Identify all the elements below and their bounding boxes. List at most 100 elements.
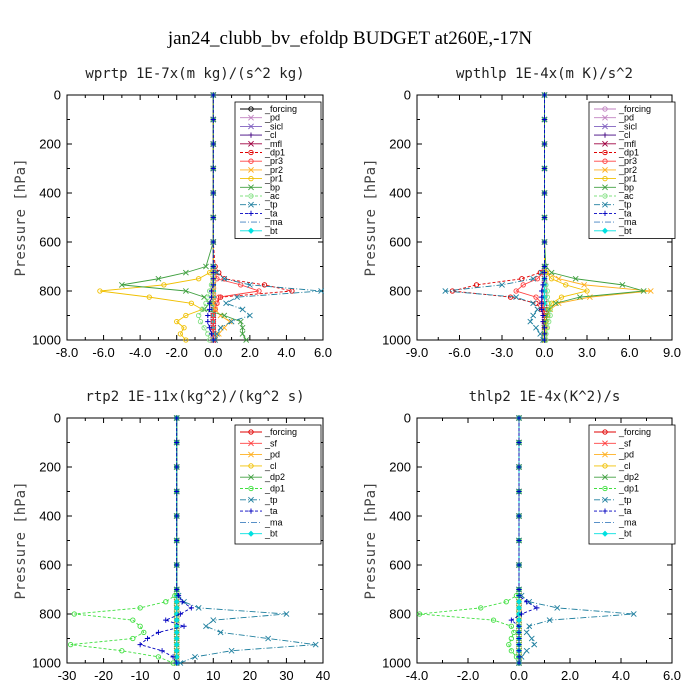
- data-point-mfl: [248, 140, 254, 147]
- legend-entry: _bp: [618, 182, 634, 192]
- data-point-ta: [516, 586, 522, 593]
- data-point-pr3: [534, 276, 541, 282]
- data-point-pr2: [647, 288, 654, 294]
- data-point-tp: [217, 324, 224, 331]
- data-point-ta: [155, 629, 162, 635]
- legend-entry: _pr2: [264, 165, 283, 175]
- legend-entry: _pd: [264, 113, 280, 123]
- data-point-dp1: [248, 149, 254, 156]
- data-point-ta: [516, 415, 522, 421]
- data-point-bp: [237, 318, 244, 325]
- y-tick-label: 200: [39, 137, 61, 152]
- data-point-tp: [530, 300, 537, 307]
- data-point-tp: [265, 635, 272, 642]
- data-point-pr3: [214, 300, 220, 306]
- data-point-tp: [530, 312, 537, 319]
- data-point-ta: [540, 319, 546, 325]
- data-point-ac: [546, 300, 552, 306]
- data-point-ta: [210, 270, 216, 276]
- x-tick-label: -6.0: [448, 345, 470, 360]
- data-point-dp1: [511, 629, 517, 636]
- data-point-tp: [523, 647, 530, 654]
- x-tick-label: 0: [173, 668, 180, 683]
- data-point-dp1: [416, 611, 423, 617]
- legend-entry: _pd: [618, 113, 634, 123]
- data-point-dp1: [130, 617, 136, 623]
- data-point-tp: [217, 629, 224, 636]
- x-tick-label: 6.0: [663, 668, 681, 683]
- data-point-forcing: [248, 106, 254, 112]
- data-point-dp1: [508, 648, 514, 654]
- x-tick-label: 4.0: [612, 668, 630, 683]
- data-point-pr1: [97, 288, 103, 294]
- data-point-ta: [174, 660, 180, 666]
- series-bp: [118, 92, 250, 343]
- data-point-ta: [516, 464, 522, 470]
- legend-entry: _cl: [618, 130, 631, 140]
- legend-entry: _dp1: [618, 148, 639, 158]
- series-ta: [539, 92, 548, 343]
- x-tick-label: 40: [316, 668, 330, 683]
- series-dp1: [416, 415, 522, 666]
- y-tick-label: 800: [389, 607, 411, 622]
- data-point-ta: [541, 190, 548, 196]
- legend-entry: _ta: [618, 208, 632, 218]
- legend-entry: _forcing: [264, 104, 297, 114]
- data-point-dp1: [119, 648, 125, 654]
- x-tick-label: -4.0: [129, 345, 151, 360]
- data-point-ta: [516, 635, 522, 642]
- data-point-pd: [602, 114, 608, 121]
- data-point-ta: [174, 488, 180, 495]
- legend-entry: _ma: [618, 517, 637, 527]
- legend-entry: _mfl: [264, 139, 282, 149]
- data-point-bt: [515, 617, 523, 624]
- x-tick-label: -8.0: [56, 345, 78, 360]
- data-point-ac: [197, 318, 204, 325]
- series-pr1: [97, 92, 216, 343]
- x-tick-label: -2.0: [457, 668, 479, 683]
- data-point-ta: [137, 642, 143, 648]
- data-point-dp1: [478, 605, 484, 611]
- legend-entry: _sicl: [618, 121, 637, 131]
- data-point-mfl: [602, 140, 608, 147]
- y-axis-label: Pressure [hPa]: [13, 481, 29, 599]
- data-point-tp: [531, 641, 538, 648]
- y-tick-label: 800: [39, 607, 61, 622]
- data-point-pr1: [558, 294, 565, 300]
- series-line: [121, 95, 247, 341]
- data-point-tp: [203, 623, 209, 630]
- data-point-ac: [547, 306, 553, 313]
- data-point-pr3: [248, 158, 254, 164]
- data-point-dp1: [508, 635, 514, 642]
- data-point-ta: [210, 276, 216, 282]
- data-point-pr1: [584, 288, 590, 294]
- data-point-pr3: [602, 158, 608, 164]
- data-point-pr1: [196, 276, 202, 282]
- data-point-tp: [528, 635, 535, 642]
- data-point-ta: [539, 306, 545, 312]
- data-point-pr1: [183, 312, 189, 319]
- data-point-pr2: [581, 281, 588, 288]
- data-point-ta: [508, 617, 514, 623]
- data-point-ta: [524, 599, 530, 605]
- legend-entry: _dp2: [264, 472, 285, 482]
- x-tick-label: 30: [279, 668, 293, 683]
- x-tick-label: -30: [58, 668, 77, 683]
- legend-entry: _ma: [264, 217, 283, 227]
- data-point-tp: [538, 269, 545, 276]
- data-point-tp: [234, 294, 240, 301]
- data-point-dp1: [155, 654, 162, 660]
- data-point-cl: [248, 463, 254, 469]
- data-point-dp1: [141, 629, 147, 636]
- data-point-ta: [516, 629, 522, 635]
- data-point-tp: [228, 647, 235, 654]
- data-point-bt: [247, 530, 255, 537]
- data-point-ac: [248, 193, 254, 199]
- data-point-ta: [177, 611, 183, 617]
- data-point-pr2: [586, 294, 593, 301]
- panel-title: thlp2 1E-4x(K^2)/s: [469, 389, 621, 405]
- data-point-dp1: [261, 282, 268, 288]
- data-point-ta: [210, 116, 216, 123]
- legend-entry: _pr2: [618, 165, 637, 175]
